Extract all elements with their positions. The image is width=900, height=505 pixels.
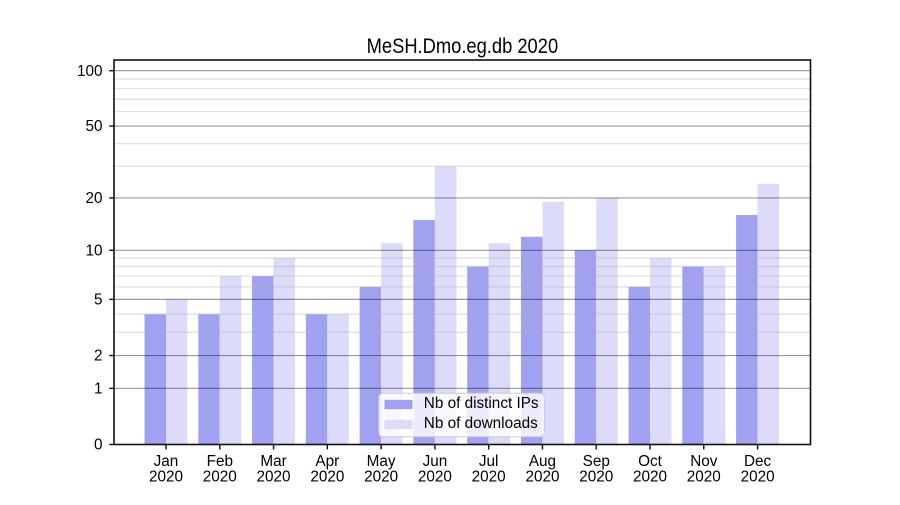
svg-text:2020: 2020 bbox=[741, 468, 775, 485]
svg-text:2020: 2020 bbox=[418, 468, 452, 485]
svg-text:1: 1 bbox=[94, 381, 103, 398]
svg-text:Nb of downloads: Nb of downloads bbox=[424, 415, 538, 432]
svg-text:2020: 2020 bbox=[633, 468, 667, 485]
svg-text:2020: 2020 bbox=[149, 468, 183, 485]
svg-text:Mar: Mar bbox=[260, 453, 286, 470]
svg-text:Apr: Apr bbox=[315, 453, 339, 470]
svg-text:2020: 2020 bbox=[364, 468, 398, 485]
svg-text:Jan: Jan bbox=[154, 453, 179, 470]
svg-text:Dec: Dec bbox=[744, 453, 772, 470]
svg-text:0: 0 bbox=[94, 437, 103, 454]
svg-text:2020: 2020 bbox=[472, 468, 506, 485]
svg-text:2: 2 bbox=[94, 348, 103, 365]
svg-text:Jun: Jun bbox=[423, 453, 448, 470]
svg-text:5: 5 bbox=[94, 292, 103, 309]
svg-text:Aug: Aug bbox=[529, 453, 556, 470]
svg-text:2020: 2020 bbox=[579, 468, 613, 485]
svg-text:Sep: Sep bbox=[583, 453, 610, 470]
svg-text:2020: 2020 bbox=[525, 468, 559, 485]
svg-text:Oct: Oct bbox=[638, 453, 663, 470]
svg-text:2020: 2020 bbox=[310, 468, 344, 485]
svg-text:2020: 2020 bbox=[687, 468, 721, 485]
svg-text:20: 20 bbox=[85, 190, 102, 207]
svg-text:2020: 2020 bbox=[257, 468, 291, 485]
svg-text:Nov: Nov bbox=[690, 453, 718, 470]
svg-text:MeSH.Dmo.eg.db 2020: MeSH.Dmo.eg.db 2020 bbox=[367, 34, 559, 58]
svg-text:Jul: Jul bbox=[479, 453, 499, 470]
svg-text:100: 100 bbox=[77, 63, 103, 80]
svg-text:2020: 2020 bbox=[203, 468, 237, 485]
svg-text:May: May bbox=[367, 453, 396, 470]
svg-text:Nb of distinct IPs: Nb of distinct IPs bbox=[424, 395, 539, 412]
svg-text:50: 50 bbox=[85, 118, 102, 135]
svg-text:Feb: Feb bbox=[207, 453, 233, 470]
svg-text:10: 10 bbox=[85, 242, 102, 259]
